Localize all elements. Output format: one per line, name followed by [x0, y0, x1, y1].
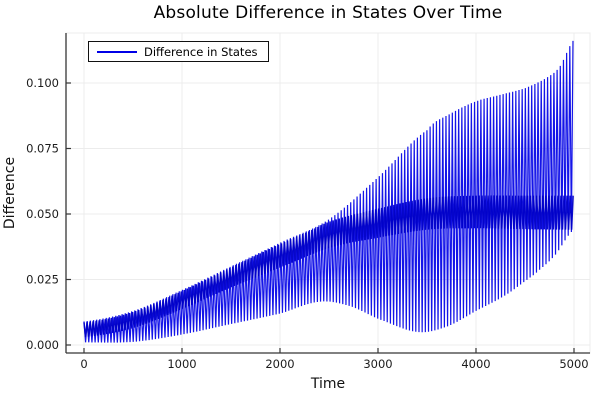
x-tick-label: 3000: [363, 357, 392, 371]
y-tick-label: 0.050: [26, 207, 59, 221]
legend-label: Difference in States: [144, 44, 258, 59]
x-tick-label: 0: [80, 357, 87, 371]
x-axis-label: Time: [310, 376, 346, 392]
x-tick-label: 4000: [461, 357, 490, 371]
y-tick-label: 0.075: [26, 142, 59, 156]
legend: Difference in States: [88, 41, 269, 62]
difference-series-dense-core: [83, 195, 574, 338]
y-tick-label: 0.025: [26, 273, 59, 287]
y-tick-label: 0.100: [26, 76, 59, 90]
y-tick-label: 0.000: [26, 338, 59, 352]
x-tick-label: 1000: [167, 357, 196, 371]
legend-line-sample-icon: [97, 50, 137, 53]
difference-series-line: [83, 40, 574, 343]
x-tick-label: 5000: [559, 357, 588, 371]
chart-title: Absolute Difference in States Over Time: [153, 3, 503, 23]
x-tick-label: 2000: [265, 357, 294, 371]
y-axis-label: Difference: [2, 156, 18, 230]
